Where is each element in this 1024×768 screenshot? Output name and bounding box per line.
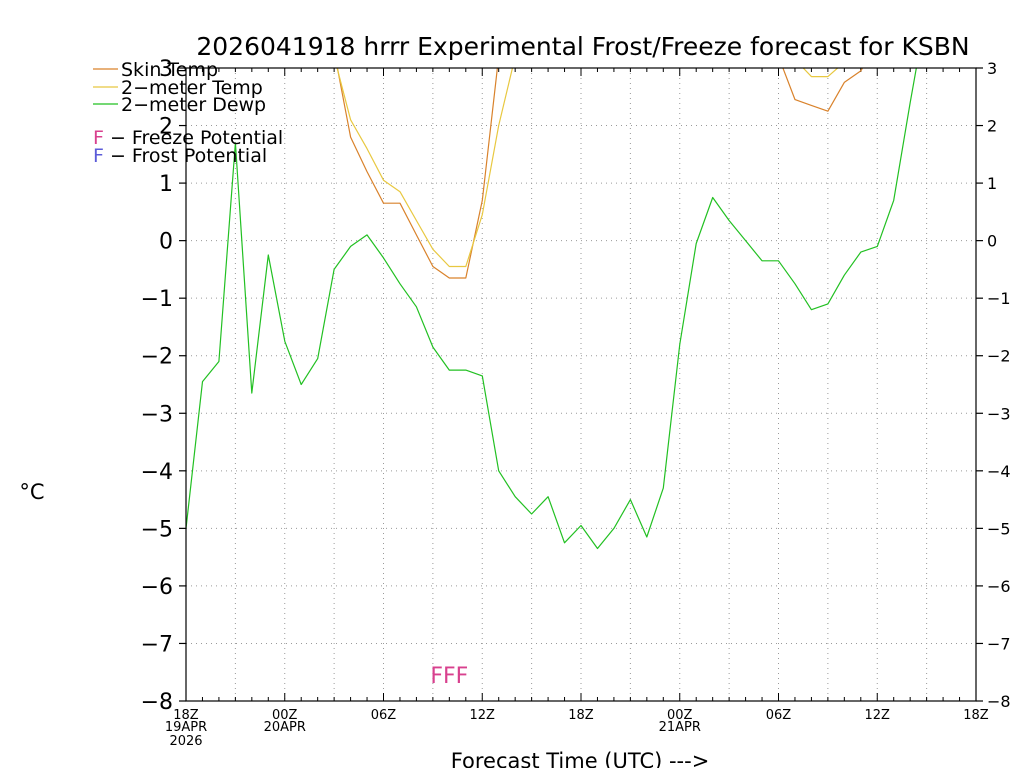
y-tick-label-right: 1 — [987, 174, 997, 193]
x-tick-date-label: 21APR — [659, 720, 701, 735]
x-axis-label: Forecast Time (UTC) ---> — [451, 749, 710, 768]
freeze-potential-text: − Freeze Potential — [104, 127, 283, 149]
series-line-2-meter-temp — [802, 68, 839, 78]
legend-label-skin-temp: Skin Temp — [121, 59, 218, 81]
y-tick-label-left: −5 — [141, 517, 173, 542]
y-tick-label-left: −1 — [141, 287, 173, 312]
grid-lines — [186, 67, 976, 702]
y-tick-label-right: −7 — [987, 634, 1011, 653]
y-tick-label-right: −8 — [987, 692, 1011, 711]
x-tick-label: 00Z — [667, 708, 693, 723]
x-tick-label: 12Z — [865, 708, 891, 723]
x-tick-year-label: 2026 — [169, 734, 202, 749]
y-tick-label-right: −2 — [987, 347, 1011, 366]
legend: Skin Temp 2−meter Temp 2−meter Dewp F − … — [93, 59, 283, 167]
y-tick-label-left: 3 — [159, 57, 173, 82]
y-tick-labels-right: 3 2 1 0 −1 −2 −3 −4 −5 −6 −7 −8 — [987, 59, 1011, 711]
series-line-skin-temp — [782, 68, 864, 112]
chart-title: 2026041918 hrrr Experimental Frost/Freez… — [196, 32, 969, 61]
legend-label-2m-dewp: 2−meter Dewp — [121, 94, 266, 116]
y-tick-label-right: 3 — [987, 59, 997, 78]
x-tick-label: 12Z — [470, 708, 496, 723]
frost-potential-legend: F − Frost Potential — [93, 145, 267, 167]
x-tick-date-label: 20APR — [264, 720, 306, 735]
y-tick-label-left: −3 — [141, 402, 173, 427]
freeze-potential-legend: F − Freeze Potential — [93, 127, 283, 149]
y-tick-label-left: −2 — [141, 345, 173, 370]
y-tick-label-right: −1 — [987, 289, 1011, 308]
y-tick-label-left: 1 — [159, 172, 173, 197]
axis-ticks — [179, 67, 983, 702]
y-tick-label-right: 2 — [987, 117, 997, 136]
legend-label-2m-temp: 2−meter Temp — [121, 77, 263, 99]
x-tick-label: 00Z — [272, 708, 298, 723]
data-series — [186, 68, 917, 550]
x-tick-label: 18Z — [173, 708, 199, 723]
y-tick-label-left: 0 — [159, 230, 173, 255]
y-tick-label-left: −6 — [141, 575, 173, 600]
frost-potential-marker: F — [93, 145, 104, 167]
frost-potential-text: − Frost Potential — [104, 145, 267, 167]
y-tick-labels-left: 3 2 1 0 −1 −2 −3 −4 −5 −6 −7 −8 — [141, 57, 173, 715]
x-tick-label: 18Z — [963, 708, 989, 723]
plot-frame — [185, 67, 977, 702]
y-tick-label-right: −6 — [987, 577, 1011, 596]
y-tick-label-left: 2 — [159, 115, 173, 140]
y-tick-label-right: 0 — [987, 232, 997, 251]
y-tick-label-left: −4 — [141, 460, 173, 485]
x-tick-label: 06Z — [371, 708, 397, 723]
x-tick-label: 06Z — [766, 708, 792, 723]
series-line-skin-temp — [317, 68, 498, 279]
x-tick-label: 18Z — [568, 708, 594, 723]
y-axis-label: °C — [19, 480, 44, 504]
y-tick-label-right: −5 — [987, 519, 1011, 538]
y-tick-label-right: −3 — [987, 404, 1011, 423]
freeze-annotation: FFF — [430, 664, 468, 689]
series-line-2-meter-dewp — [186, 68, 917, 550]
y-tick-label-left: −7 — [141, 632, 173, 657]
y-tick-label-right: −4 — [987, 462, 1011, 481]
y-tick-label-left: −8 — [141, 690, 173, 715]
series-line-2-meter-temp — [336, 68, 514, 268]
freeze-potential-marker: F — [93, 127, 104, 149]
x-tick-date-label: 19APR — [165, 720, 207, 735]
